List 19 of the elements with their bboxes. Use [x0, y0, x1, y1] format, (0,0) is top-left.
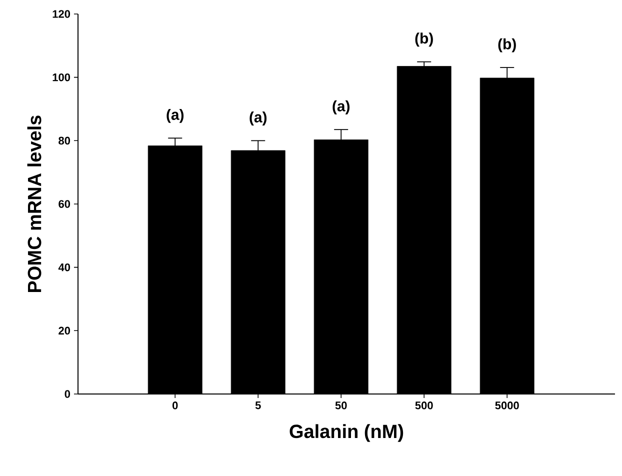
annotation: (a) [166, 108, 184, 123]
y-tick-label: 0 [64, 390, 70, 398]
y-tick-label: 100 [52, 73, 70, 82]
x-tick-label: 500 [415, 402, 433, 410]
y-tick-label: 120 [52, 10, 70, 18]
y-axis-title: POMC mRNA levels [27, 116, 42, 292]
annotation: (a) [250, 111, 267, 126]
x-axis-title: Galanin (nM) [290, 424, 404, 442]
y-tick-label: 80 [58, 136, 70, 145]
annotation: (b) [498, 38, 516, 52]
annotation: (a) [332, 100, 350, 114]
y-tick-label: 40 [58, 263, 70, 272]
y-tick-label: 20 [58, 326, 70, 335]
x-tick-label: 5 [255, 402, 261, 410]
x-tick-label: 5000 [495, 402, 519, 410]
y-tick-label: 60 [58, 200, 70, 208]
x-tick-label: 0 [172, 402, 178, 410]
x-tick-label: 50 [335, 402, 347, 410]
annotation: (b) [415, 32, 433, 47]
